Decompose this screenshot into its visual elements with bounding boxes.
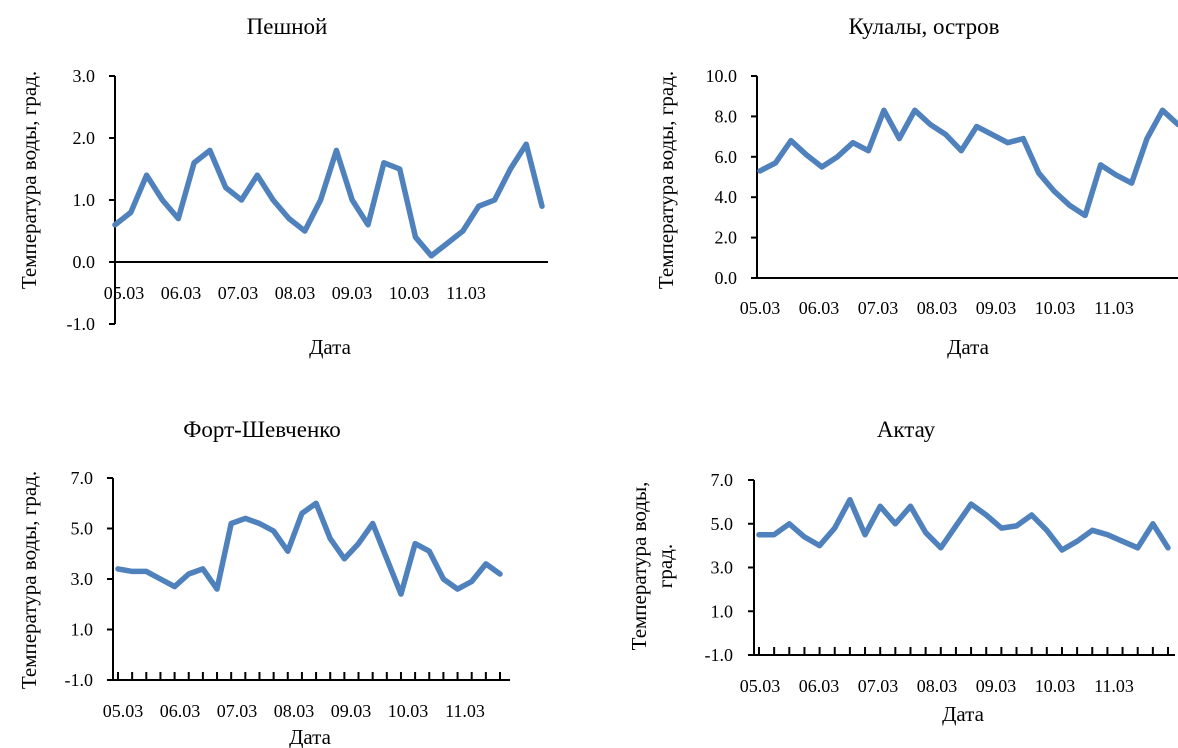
x-tick-label: 11.03 [445, 701, 485, 721]
x-tick-label: 10.03 [389, 283, 430, 303]
y-tick-label: 3.0 [73, 66, 96, 86]
x-tick-label: 07.03 [217, 701, 258, 721]
y-axis-label: Температура воды, град. [654, 71, 678, 289]
y-tick-label: 8.0 [715, 106, 738, 126]
x-tick-label: 09.03 [976, 298, 1017, 318]
chart-panel-1: Пешной 3.0 2.0 1.0 0.0 -1.0 05.03 06.03 07.03 08.… [17, 14, 548, 359]
y-tick-label: 7.0 [71, 468, 94, 488]
y-tick-label: 7.0 [711, 470, 734, 490]
x-tick-label: 05.03 [740, 676, 781, 696]
y-tick-label: 5.0 [71, 519, 94, 539]
y-tick-label: 0.0 [715, 268, 738, 288]
x-tick-label: 07.03 [858, 298, 899, 318]
chart-panel-2: Кулалы, остров 10.0 8.0 6.0 4.0 2.0 0.005.03 06… [654, 14, 1178, 359]
x-axis-label: Дата [947, 335, 990, 359]
x-tick-label: 05.03 [740, 298, 781, 318]
y-tick-label: 2.0 [73, 128, 96, 148]
y-tick-label: -1.0 [65, 670, 94, 690]
chart-title: Актау [877, 417, 936, 442]
y-tick-label: 5.0 [711, 514, 734, 534]
x-tick-label: 08.03 [917, 298, 958, 318]
x-tick-label: 06.03 [799, 676, 840, 696]
chart-title: Пешной [247, 14, 328, 39]
chart-title: Кулалы, остров [849, 14, 1000, 39]
y-tick-label: -1.0 [67, 314, 96, 334]
y-tick-label: 4.0 [715, 187, 738, 207]
series-line [757, 107, 1178, 219]
y-tick-label: 6.0 [715, 147, 738, 167]
y-tick-label: 0.0 [73, 252, 96, 272]
x-tick-label: 09.03 [331, 701, 372, 721]
y-tick-label: -1.0 [705, 645, 734, 665]
y-axis-label: Температура воды,град. [627, 482, 677, 651]
x-tick-label: 09.03 [332, 283, 373, 303]
x-tick-label: 08.03 [274, 701, 315, 721]
y-tick-label: 10.0 [706, 66, 738, 86]
y-tick-label: 1.0 [71, 620, 94, 640]
x-tick-label: 07.03 [218, 283, 259, 303]
y-axis-label: Температура воды, град. [17, 471, 41, 689]
x-tick-label: 09.03 [976, 676, 1017, 696]
y-tick-label: 1.0 [711, 601, 734, 621]
y-tick-label: 3.0 [711, 558, 734, 578]
chart-title: Форт-Шевченко [183, 417, 341, 442]
x-tick-label: 11.03 [446, 283, 486, 303]
y-tick-label: 3.0 [71, 569, 94, 589]
chart-panel-3: Форт-Шевченко 7.0 5.0 3.0 1.0 -1.0 05.03 06.03 0… [17, 417, 510, 748]
x-tick-label: 08.03 [275, 283, 316, 303]
series-line [115, 500, 503, 597]
y-axis-label: Температура воды, град. [17, 71, 41, 289]
x-tick-label: 10.03 [388, 701, 429, 721]
x-tick-label: 07.03 [858, 676, 899, 696]
y-tick-label: 1.0 [73, 190, 96, 210]
series-line [756, 496, 1171, 553]
x-axis-label: Дата [289, 725, 332, 748]
x-tick-label: 10.03 [1035, 676, 1076, 696]
x-axis-label: Дата [942, 702, 985, 726]
series-line [112, 141, 545, 259]
x-tick-label: 08.03 [917, 676, 958, 696]
x-tick-label: 06.03 [160, 701, 201, 721]
x-tick-label: 05.03 [104, 283, 145, 303]
x-tick-label: 05.03 [103, 701, 144, 721]
x-tick-label: 06.03 [161, 283, 202, 303]
x-tick-label: 06.03 [799, 298, 840, 318]
x-tick-label: 11.03 [1094, 676, 1134, 696]
x-tick-label: 11.03 [1094, 298, 1134, 318]
y-tick-label: 2.0 [715, 228, 738, 248]
x-tick-label: 10.03 [1035, 298, 1076, 318]
chart-panel-4: Актау 7.0 5.0 3.0 1.0 -1.0 05.03 06.03 07.03 08.0… [627, 417, 1175, 726]
x-axis-label: Дата [309, 335, 352, 359]
